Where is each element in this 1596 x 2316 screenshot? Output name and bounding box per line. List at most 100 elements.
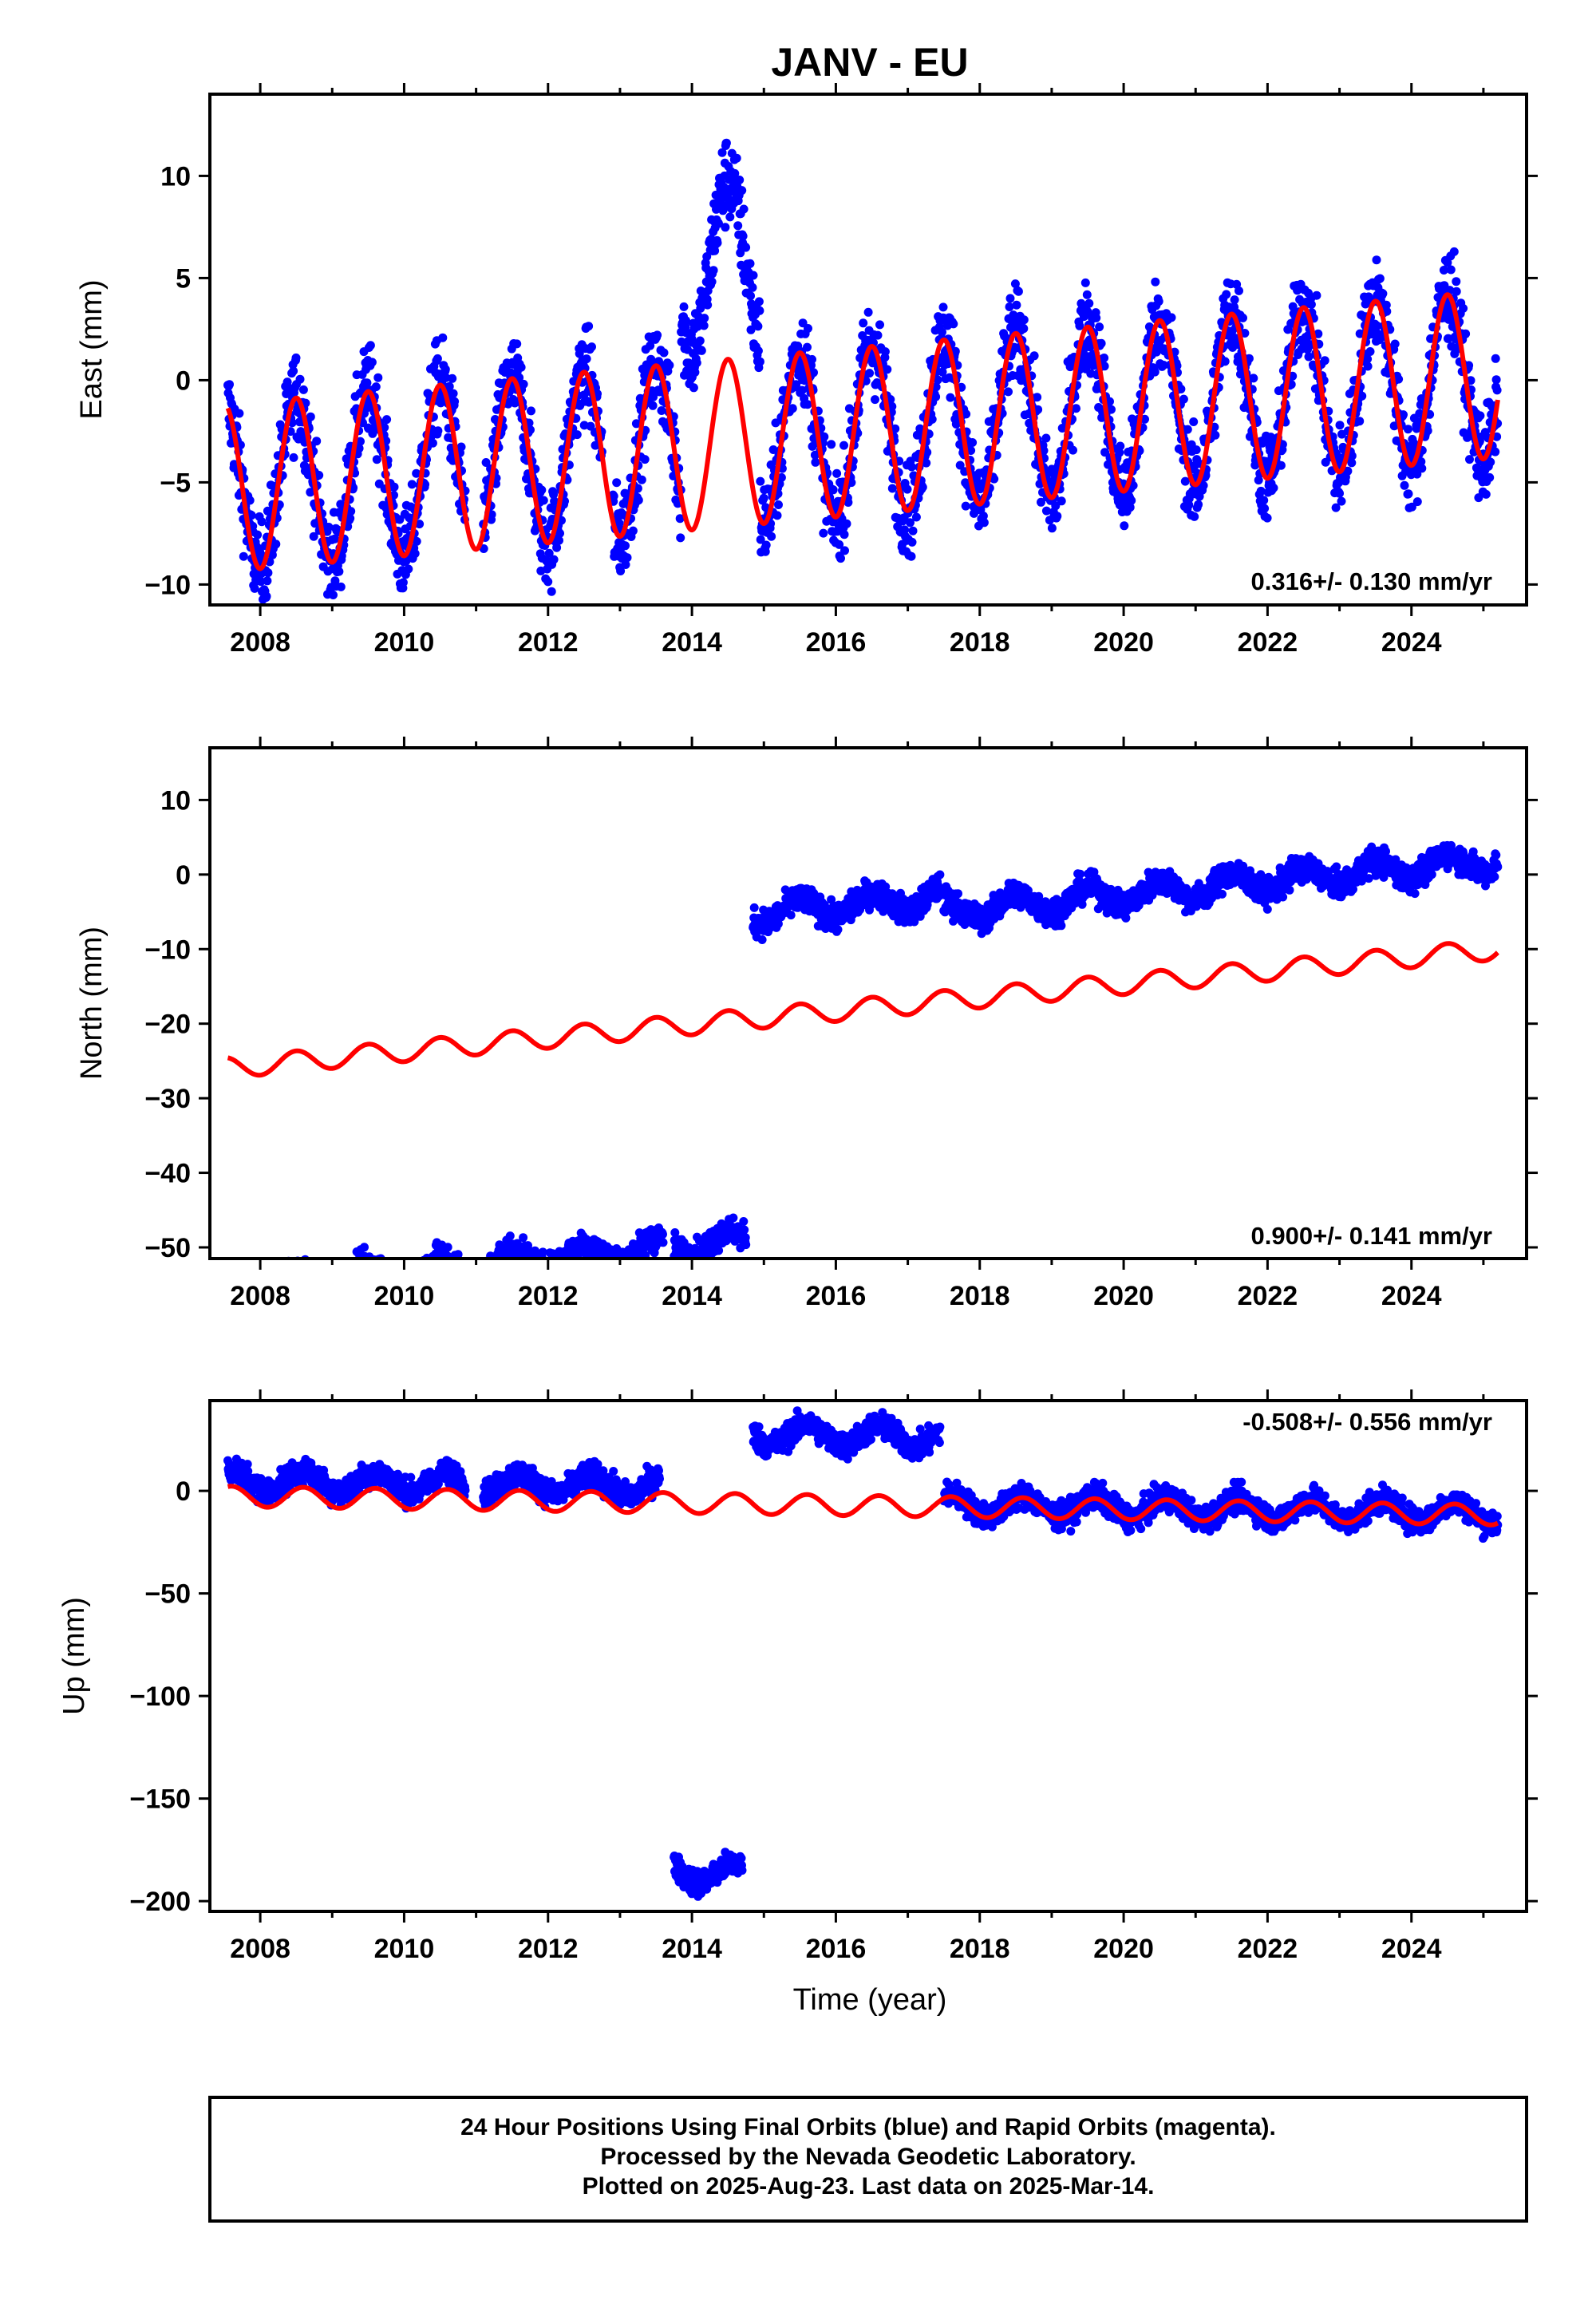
- east-data-point: [1276, 460, 1286, 470]
- east-data-point: [927, 414, 937, 424]
- east-data-point: [753, 346, 763, 356]
- east-data-point: [547, 587, 556, 596]
- east-data-point: [748, 283, 757, 292]
- east-data-point: [665, 361, 674, 370]
- east-data-point: [1238, 313, 1247, 322]
- east-data-point: [628, 526, 638, 536]
- east-data-point: [616, 567, 626, 575]
- east-marks: [223, 138, 1503, 604]
- north-data-point: [741, 1240, 751, 1250]
- east-data-point: [1116, 441, 1125, 451]
- north-data-point: [910, 917, 919, 927]
- east-data-point: [832, 468, 842, 478]
- east-data-point: [1211, 430, 1220, 440]
- east-data-point: [692, 358, 701, 368]
- east-x-tick-label: 2022: [1238, 627, 1298, 658]
- east-data-point: [412, 468, 421, 478]
- east-data-point: [1461, 329, 1471, 338]
- east-data-point: [1057, 496, 1066, 506]
- east-data-point: [907, 551, 916, 561]
- east-data-point: [1464, 361, 1474, 370]
- east-data-point: [900, 525, 910, 535]
- east-data-point: [1047, 524, 1057, 533]
- east-model-curve: [225, 292, 1500, 571]
- east-data-point: [679, 302, 689, 311]
- east-data-point: [875, 320, 884, 330]
- east-frame: [208, 93, 1528, 607]
- east-data-point: [1425, 409, 1435, 419]
- east-data-point: [404, 564, 413, 574]
- east-data-point: [640, 455, 650, 464]
- north-data-point: [786, 911, 796, 920]
- north-data-point: [833, 925, 843, 935]
- east-data-point: [582, 354, 591, 364]
- east-data-point: [738, 231, 748, 241]
- east-data-point: [1019, 324, 1029, 334]
- east-data-point: [746, 325, 756, 334]
- east-data-point: [1249, 373, 1258, 383]
- east-data-point: [907, 462, 916, 472]
- north-data-point: [935, 870, 945, 879]
- east-data-point: [702, 252, 712, 261]
- east-data-point: [537, 485, 547, 495]
- east-data-point: [955, 460, 965, 470]
- east-data-point: [354, 444, 364, 453]
- east-x-tick-label: 2016: [806, 627, 867, 658]
- east-data-point: [1372, 321, 1381, 330]
- east-data-point: [735, 176, 745, 184]
- east-data-point: [828, 485, 838, 495]
- east-data-point: [1125, 503, 1135, 512]
- panel-east: 2008 2010 2012 2014 2016 2018 2020 2022 2024−10−…: [75, 83, 1538, 658]
- east-data-point: [703, 300, 713, 310]
- east-data-point: [1412, 469, 1422, 479]
- east-data-point: [407, 480, 417, 489]
- east-data-point: [410, 549, 420, 559]
- east-data-point: [843, 498, 853, 507]
- east-data-point: [450, 397, 460, 406]
- east-data-point: [1041, 433, 1051, 443]
- east-data-point: [811, 457, 820, 467]
- east-data-point: [776, 472, 786, 482]
- east-data-point: [733, 221, 743, 231]
- east-data-point: [760, 547, 770, 556]
- east-data-point: [1107, 405, 1116, 414]
- east-data-point: [444, 381, 454, 391]
- east-data-point: [761, 540, 771, 550]
- east-data-point: [1183, 425, 1192, 434]
- east-data-point: [519, 379, 528, 389]
- east-data-point: [739, 204, 749, 214]
- east-data-point: [1037, 497, 1045, 507]
- east-data-point: [746, 291, 755, 301]
- east-data-point: [745, 259, 755, 268]
- east-data-point: [380, 423, 389, 433]
- east-data-point: [749, 271, 758, 280]
- east-data-point: [1394, 374, 1404, 384]
- east-data-point: [456, 442, 466, 452]
- east-data-point: [1100, 362, 1109, 371]
- east-data-point: [990, 474, 999, 484]
- east-data-point: [911, 512, 921, 522]
- east-rate-label: 0.316+/- 0.130 mm/yr: [1251, 567, 1492, 595]
- east-data-point: [1412, 497, 1422, 507]
- north-data-point: [486, 1251, 496, 1259]
- east-data-point: [657, 406, 666, 415]
- east-data-point: [721, 223, 730, 232]
- north-data-point: [641, 1251, 650, 1259]
- east-data-point: [1013, 287, 1023, 296]
- east-data-point: [1256, 486, 1266, 496]
- east-data-point: [612, 478, 622, 488]
- east-data-point: [586, 421, 595, 431]
- east-data-point: [433, 354, 442, 363]
- east-data-point: [257, 517, 267, 527]
- east-data-point: [768, 445, 778, 454]
- east-data-point: [235, 409, 244, 418]
- east-data-point: [842, 519, 851, 528]
- east-data-point: [1154, 297, 1163, 306]
- east-data-point: [306, 412, 315, 421]
- east-data-point: [544, 548, 554, 558]
- east-data-point: [675, 514, 685, 524]
- east-data-point: [481, 458, 491, 467]
- east-data-point: [1080, 278, 1090, 287]
- east-x-tick-label: 2020: [1093, 627, 1154, 658]
